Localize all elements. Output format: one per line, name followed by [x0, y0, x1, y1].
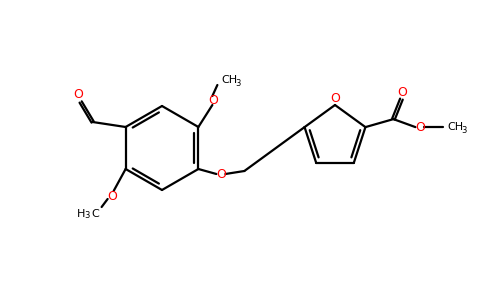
Text: O: O — [330, 92, 340, 104]
Text: O: O — [216, 167, 227, 181]
Text: 3: 3 — [235, 79, 241, 88]
Text: CH: CH — [447, 122, 464, 132]
Text: O: O — [74, 88, 84, 101]
Text: O: O — [209, 94, 218, 106]
Text: O: O — [415, 121, 425, 134]
Text: 3: 3 — [461, 126, 467, 135]
Text: O: O — [397, 85, 408, 99]
Text: O: O — [107, 190, 118, 202]
Text: 3: 3 — [84, 212, 90, 220]
Text: CH: CH — [221, 75, 238, 85]
Text: C: C — [91, 209, 99, 219]
Text: H: H — [77, 209, 86, 219]
